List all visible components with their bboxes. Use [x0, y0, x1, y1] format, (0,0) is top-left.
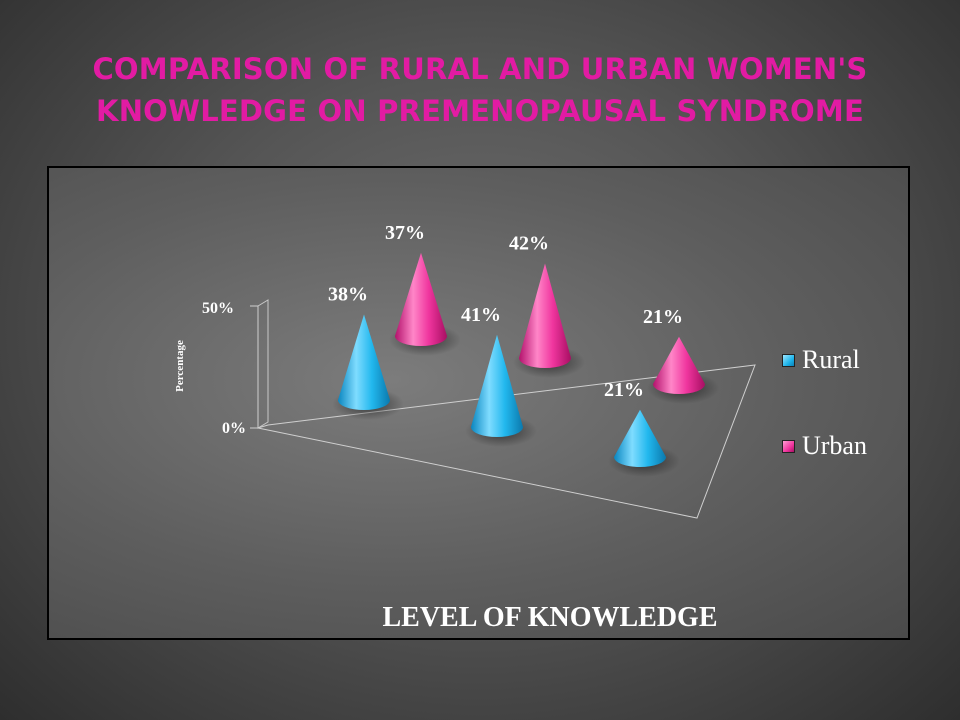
cone-rural-3 [608, 409, 680, 477]
slide-title-line-1: COMPARISON OF RURAL AND URBAN WOMEN'S [92, 52, 868, 86]
x-axis-label: LEVEL OF KNOWLEDGE [382, 602, 718, 633]
y-tick-label: 0% [222, 420, 246, 437]
cone-rural-1 [332, 314, 404, 420]
cone-marks: 37% 42% 21% 38% 41% 21% [328, 222, 719, 477]
cone-urban-2 [513, 263, 585, 378]
legend-label-urban: Urban [802, 431, 867, 460]
data-label: 21% [604, 379, 644, 401]
cone-body [519, 263, 571, 368]
slide-title: COMPARISON OF RURAL AND URBAN WOMEN'S KN… [40, 48, 920, 132]
y-tick-label: 50% [202, 300, 234, 317]
cone-body [653, 336, 705, 394]
chart-back-wall [257, 299, 269, 429]
y-axis-label: Percentage [174, 340, 186, 392]
cone-body [614, 409, 666, 467]
legend-swatch-rural [782, 354, 795, 367]
cone-body [395, 252, 447, 346]
slide-title-line-2: KNOWLEDGE ON PREMENOPAUSAL SYNDROME [96, 94, 864, 128]
cone-body [338, 314, 390, 410]
data-label: 37% [385, 222, 425, 244]
legend-label-rural: Rural [802, 345, 860, 374]
cone-body [471, 334, 523, 437]
data-label: 21% [643, 306, 683, 328]
cone-urban-1 [389, 252, 461, 356]
data-label: 42% [509, 233, 549, 255]
data-label: 41% [461, 304, 501, 326]
data-label: 38% [328, 284, 368, 306]
chart-floor [257, 364, 756, 519]
cone-rural-2 [465, 334, 537, 447]
cone-urban-3 [647, 336, 719, 404]
legend-swatch-urban [782, 440, 795, 453]
